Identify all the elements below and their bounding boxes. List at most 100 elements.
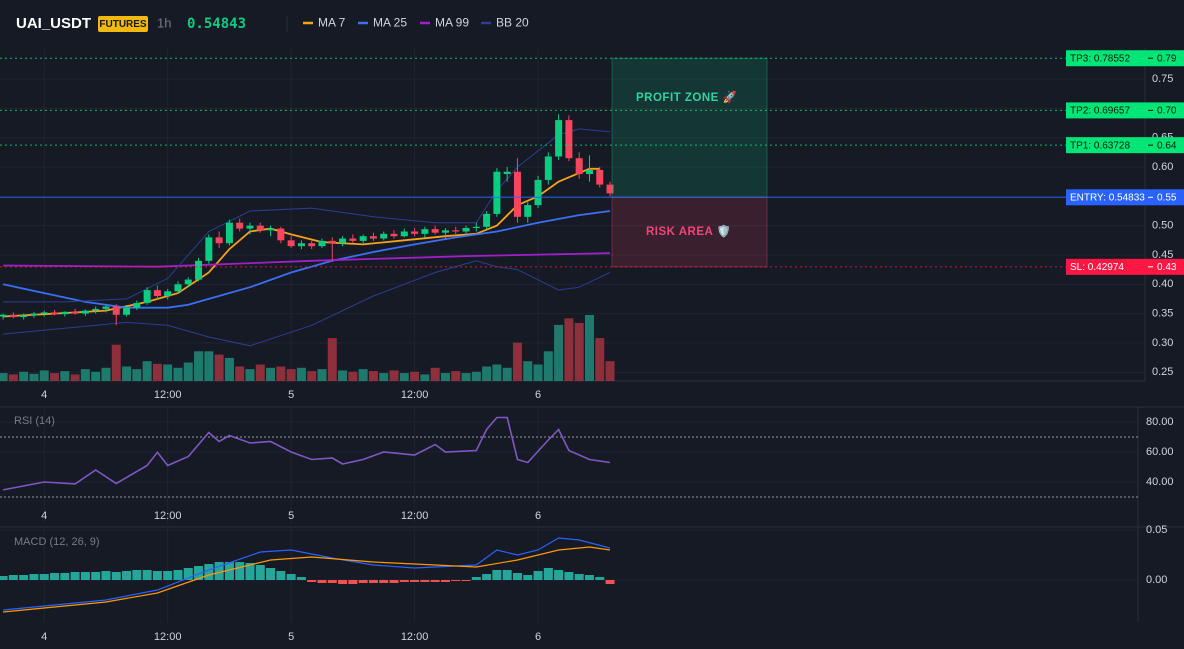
histogram-bar bbox=[60, 573, 70, 580]
volume-bar bbox=[492, 364, 502, 381]
candle-body bbox=[215, 237, 223, 244]
histogram-bar bbox=[50, 573, 60, 580]
candle-body bbox=[596, 169, 604, 185]
overlay-line bbox=[2, 210, 611, 309]
x-tick-label: 12:00 bbox=[401, 389, 429, 401]
y-tick-label: 40.00 bbox=[1146, 476, 1174, 488]
volume-bar bbox=[502, 367, 512, 381]
candle-body bbox=[431, 229, 439, 233]
candle-body bbox=[9, 314, 17, 318]
candle-body bbox=[503, 171, 511, 175]
zone-label: RISK AREA 🛡️ bbox=[646, 224, 731, 238]
volume-bar bbox=[163, 364, 173, 381]
x-tick-label: 12:00 bbox=[401, 631, 429, 643]
volume-bar bbox=[523, 361, 533, 381]
candle-body bbox=[195, 260, 203, 280]
histogram-bar bbox=[410, 580, 420, 582]
candle-body bbox=[575, 158, 583, 175]
histogram-bar bbox=[276, 571, 286, 580]
candle-body bbox=[246, 225, 254, 229]
candle-body bbox=[133, 303, 141, 308]
level-label: SL: 0.42974 bbox=[1070, 262, 1124, 273]
candle-body bbox=[81, 310, 89, 314]
histogram-bar bbox=[29, 574, 39, 580]
candle-body bbox=[380, 233, 388, 239]
histogram-bar bbox=[111, 572, 121, 580]
y-tick-label: 0.40 bbox=[1152, 278, 1173, 290]
histogram-bar bbox=[235, 562, 245, 580]
volume-bar bbox=[338, 370, 348, 381]
candle-body bbox=[267, 228, 275, 231]
symbol: UAI_USDT bbox=[16, 15, 91, 32]
volume-bar bbox=[595, 338, 605, 381]
risk-zone bbox=[611, 196, 768, 268]
candle-body bbox=[236, 222, 244, 229]
histogram-bar bbox=[183, 568, 193, 580]
candle-body bbox=[40, 312, 48, 314]
overlay-line bbox=[3, 252, 611, 268]
volume-bar bbox=[0, 373, 8, 381]
level-axis-label: 0.55 bbox=[1157, 192, 1177, 203]
candle-body bbox=[92, 308, 100, 311]
histogram-bar bbox=[327, 580, 337, 583]
legend-label: MA 7 bbox=[318, 16, 346, 30]
overlay-line bbox=[3, 128, 611, 303]
legend-label: BB 20 bbox=[496, 16, 529, 30]
volume-bar bbox=[235, 366, 245, 381]
candle-body bbox=[287, 240, 295, 247]
volume-bar bbox=[379, 373, 389, 381]
level-tag bbox=[1066, 258, 1184, 275]
badge-bg bbox=[98, 16, 148, 32]
histogram-bar bbox=[451, 580, 461, 581]
volume-bar bbox=[91, 371, 101, 381]
level-axis-label: 0.64 bbox=[1157, 140, 1177, 151]
histogram-bar bbox=[574, 574, 584, 580]
volume-bar bbox=[564, 318, 574, 381]
y-tick-label: 0.60 bbox=[1152, 161, 1173, 173]
candle-body bbox=[513, 171, 521, 217]
histogram-bar bbox=[286, 574, 296, 580]
x-tick-label: 12:00 bbox=[154, 631, 182, 643]
histogram-bar bbox=[317, 580, 327, 583]
candle-body bbox=[472, 226, 480, 228]
candle-body bbox=[205, 237, 213, 261]
candle-body bbox=[318, 240, 326, 247]
histogram-bar bbox=[224, 562, 234, 580]
histogram-bar bbox=[80, 572, 90, 580]
volume-bar bbox=[317, 369, 327, 381]
level-axis-label: 0.43 bbox=[1157, 262, 1177, 273]
candle-body bbox=[585, 169, 593, 175]
legend-label: MA 25 bbox=[373, 16, 407, 30]
profit-zone bbox=[611, 57, 768, 198]
histogram-bar bbox=[142, 570, 152, 580]
histogram-bar bbox=[512, 573, 522, 580]
histogram-bar bbox=[132, 570, 142, 580]
histogram-bar bbox=[266, 568, 276, 580]
volume-bar bbox=[451, 371, 461, 381]
candle-body bbox=[524, 205, 532, 217]
volume-bar bbox=[276, 366, 286, 381]
candle-body bbox=[349, 238, 357, 241]
histogram-bar bbox=[173, 570, 183, 580]
x-tick-label: 6 bbox=[535, 631, 541, 643]
y-tick-label: 0.45 bbox=[1152, 249, 1173, 261]
y-tick-label: 0.05 bbox=[1146, 524, 1167, 536]
y-tick-label: 80.00 bbox=[1146, 416, 1174, 428]
volume-bar bbox=[533, 364, 543, 381]
histogram-bar bbox=[91, 572, 101, 580]
macd-line bbox=[3, 546, 611, 613]
candle-body bbox=[483, 213, 491, 227]
histogram-bar bbox=[440, 580, 450, 582]
histogram-bar bbox=[122, 571, 132, 580]
histogram-bar bbox=[19, 575, 29, 580]
volume-bar bbox=[286, 369, 296, 381]
last-price: 0.54843 bbox=[187, 16, 246, 32]
candle-body bbox=[0, 314, 7, 317]
candle-body bbox=[606, 184, 614, 194]
histogram-bar bbox=[296, 577, 306, 580]
candle-body bbox=[369, 236, 377, 239]
volume-bar bbox=[327, 338, 337, 381]
volume-bar bbox=[584, 315, 594, 381]
candle-body bbox=[164, 291, 172, 296]
